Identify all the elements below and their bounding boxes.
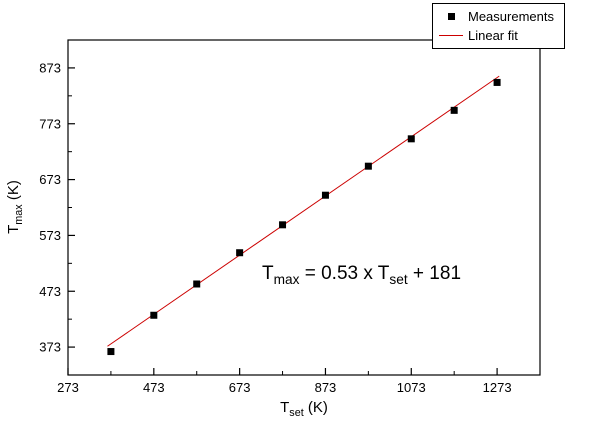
data-points <box>107 78 501 356</box>
y-axis-label: Tmax (K) <box>5 180 25 234</box>
fit-equation-sub: max <box>273 271 300 287</box>
y-tick-label: 573 <box>39 228 61 243</box>
x-axis-label-main: T <box>280 399 290 416</box>
y-axis: 373 473 573 673 773 873 <box>39 60 75 355</box>
legend-label-measurements: Measurements <box>468 8 554 24</box>
y-tick-label: 773 <box>39 116 61 131</box>
x-axis: 273 473 673 873 1073 1273 <box>57 368 512 395</box>
y-tick-label: 673 <box>39 172 61 187</box>
fit-equation-part: T <box>262 263 274 284</box>
square-marker-icon <box>447 13 455 20</box>
data-point <box>407 135 415 143</box>
x-tick-label: 1073 <box>397 380 426 395</box>
legend-item-measurements: Measurements <box>438 7 554 26</box>
legend-marker-cell <box>438 35 464 36</box>
line-marker-icon <box>439 35 463 36</box>
y-tick-label: 473 <box>39 284 61 299</box>
y-tick-label: 373 <box>39 340 61 355</box>
x-tick-label: 873 <box>315 380 337 395</box>
data-point <box>236 249 244 257</box>
x-tick-label: 1273 <box>483 380 512 395</box>
data-point <box>364 162 372 170</box>
fit-equation-part: + 181 <box>407 263 462 284</box>
legend-label-linear-fit: Linear fit <box>468 27 518 43</box>
x-tick-label: 273 <box>57 380 79 395</box>
data-point <box>279 221 287 229</box>
x-axis-label-unit: (K) <box>303 399 328 416</box>
legend-item-linear-fit: Linear fit <box>438 26 554 45</box>
fit-equation-part: = 0.53 x T <box>299 263 390 284</box>
x-tick-label: 673 <box>229 380 251 395</box>
data-point <box>450 106 458 114</box>
legend-marker-cell <box>438 13 464 20</box>
data-point <box>107 348 115 356</box>
y-axis-label-sub: max <box>13 204 25 225</box>
x-axis-label: Tset (K) <box>68 399 540 419</box>
data-point <box>321 191 329 199</box>
data-point <box>193 280 201 288</box>
y-axis-label-unit: (K) <box>5 180 22 205</box>
fit-equation-sub: set <box>389 271 408 287</box>
fit-equation: Tmax = 0.53 x Tset + 181 <box>262 263 461 287</box>
linear-fit-line <box>107 75 500 347</box>
x-axis-label-sub: set <box>289 407 304 419</box>
data-point <box>493 78 501 86</box>
data-point <box>150 311 158 319</box>
legend: Measurements Linear fit <box>432 3 565 49</box>
y-axis-label-main: T <box>5 224 22 234</box>
y-tick-label: 873 <box>39 60 61 75</box>
x-tick-label: 473 <box>143 380 165 395</box>
